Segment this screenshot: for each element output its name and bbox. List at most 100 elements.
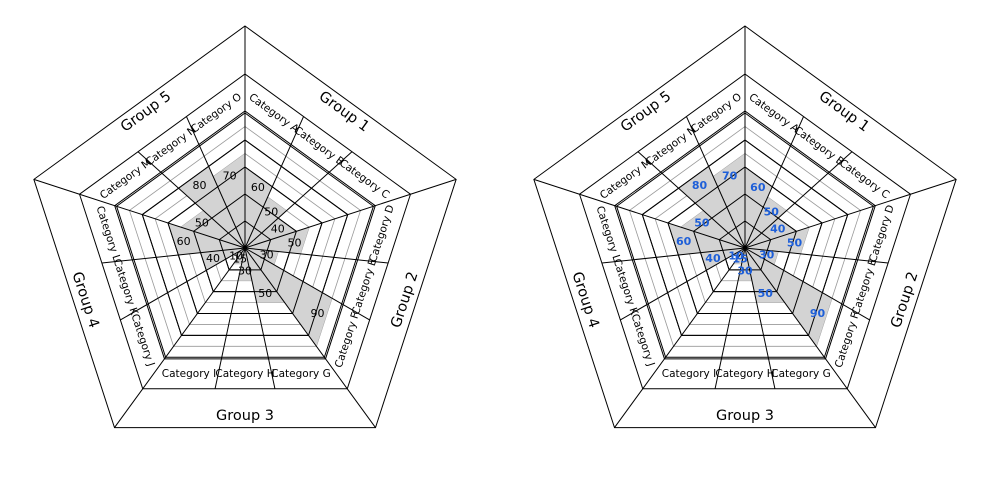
spoke xyxy=(137,151,246,249)
spoke xyxy=(744,247,889,264)
grid-ring-minor xyxy=(154,153,336,325)
spoke xyxy=(744,193,911,249)
category-label: Category M xyxy=(598,157,654,202)
value-wedge-11 xyxy=(700,248,745,271)
spoke xyxy=(686,116,746,249)
value-wedge-13 xyxy=(180,210,245,248)
grid-rings-top xyxy=(141,139,349,336)
value-wedge-12 xyxy=(167,222,245,256)
grid-ring-minor xyxy=(628,126,862,347)
spoke xyxy=(244,247,389,264)
spoke xyxy=(244,151,353,249)
category-label: Category O xyxy=(689,91,744,136)
category-label: Category G xyxy=(271,368,330,380)
grid-ring xyxy=(116,112,374,358)
value-label: 50 xyxy=(288,236,302,249)
group-divider xyxy=(533,178,580,195)
grid-ring xyxy=(718,220,772,271)
category-label: Category O xyxy=(189,91,244,136)
value-label: 70 xyxy=(223,169,237,182)
value-label: 50 xyxy=(758,287,774,300)
category-band-inner xyxy=(614,110,876,360)
group-divider xyxy=(33,178,80,195)
category-band-outer xyxy=(78,73,412,390)
value-label: 40 xyxy=(770,223,786,236)
value-wedge-13 xyxy=(680,210,745,248)
group-label: Group 3 xyxy=(216,408,274,424)
category-label: Category I xyxy=(662,368,716,380)
value-label: 80 xyxy=(193,179,207,192)
category-label: Category A xyxy=(746,91,801,136)
category-label: Category F xyxy=(833,311,862,369)
spokes xyxy=(579,74,911,390)
value-label: 90 xyxy=(810,307,826,320)
value-label: 15 xyxy=(732,252,747,265)
value-label: 50 xyxy=(694,217,710,230)
value-wedge-1 xyxy=(745,167,773,248)
grid-ring xyxy=(693,193,797,293)
spoke xyxy=(744,247,776,389)
spoke xyxy=(579,193,746,249)
grid-rings-top xyxy=(641,139,849,336)
value-wedge-8 xyxy=(238,248,252,281)
value-wedge-11 xyxy=(200,248,245,271)
value-label: 30 xyxy=(737,264,753,277)
group-divider xyxy=(114,388,144,428)
value-label: 50 xyxy=(264,205,278,218)
spoke xyxy=(186,116,246,249)
value-label: 80 xyxy=(692,179,708,192)
spoke xyxy=(79,193,246,249)
spoke xyxy=(714,247,746,389)
outer-boundary xyxy=(33,25,457,429)
value-wedge-8 xyxy=(738,248,752,281)
spoke xyxy=(244,193,411,249)
category-label: Category C xyxy=(337,157,391,201)
grid-ring xyxy=(193,193,297,293)
value-label: 70 xyxy=(722,169,738,182)
value-wedge-4 xyxy=(745,227,810,254)
group-label: Group 3 xyxy=(716,408,774,424)
spoke xyxy=(101,247,246,264)
category-label: Category H xyxy=(215,368,274,380)
spoke xyxy=(214,247,246,389)
value-label: 60 xyxy=(750,181,766,194)
category-label: Category A xyxy=(246,91,301,136)
category-label: Category B xyxy=(792,124,846,168)
value-label: 30 xyxy=(238,264,252,277)
value-label: 60 xyxy=(251,181,265,194)
spoke xyxy=(142,247,246,390)
group-divider xyxy=(614,388,644,428)
group-divider xyxy=(846,388,876,428)
category-label: Category F xyxy=(333,311,362,369)
group-divider xyxy=(910,178,957,195)
value-label: 30 xyxy=(759,249,775,262)
value-wedge-14 xyxy=(178,166,245,248)
value-label: 15 xyxy=(233,252,247,265)
spoke xyxy=(637,151,746,249)
grid-ring-minor xyxy=(128,126,362,347)
value-label: 90 xyxy=(311,307,325,320)
value-wedge-5 xyxy=(745,248,779,265)
group-divider xyxy=(346,388,376,428)
spokes xyxy=(79,74,411,390)
value-wedge-6 xyxy=(245,248,333,347)
spoke xyxy=(244,247,276,389)
value-label: 10 xyxy=(728,250,744,263)
grid-ring xyxy=(167,166,323,315)
category-band-inner xyxy=(114,110,376,360)
category-label: Category I xyxy=(162,368,216,380)
value-wedge-3 xyxy=(245,218,297,248)
spoke xyxy=(244,116,304,249)
spoke xyxy=(744,116,804,249)
category-label: Category N xyxy=(644,124,699,168)
spoke xyxy=(744,247,848,390)
value-label: 50 xyxy=(787,236,803,249)
value-label: 60 xyxy=(177,235,191,248)
value-label: 40 xyxy=(206,252,220,265)
value-wedge-4 xyxy=(245,227,310,254)
